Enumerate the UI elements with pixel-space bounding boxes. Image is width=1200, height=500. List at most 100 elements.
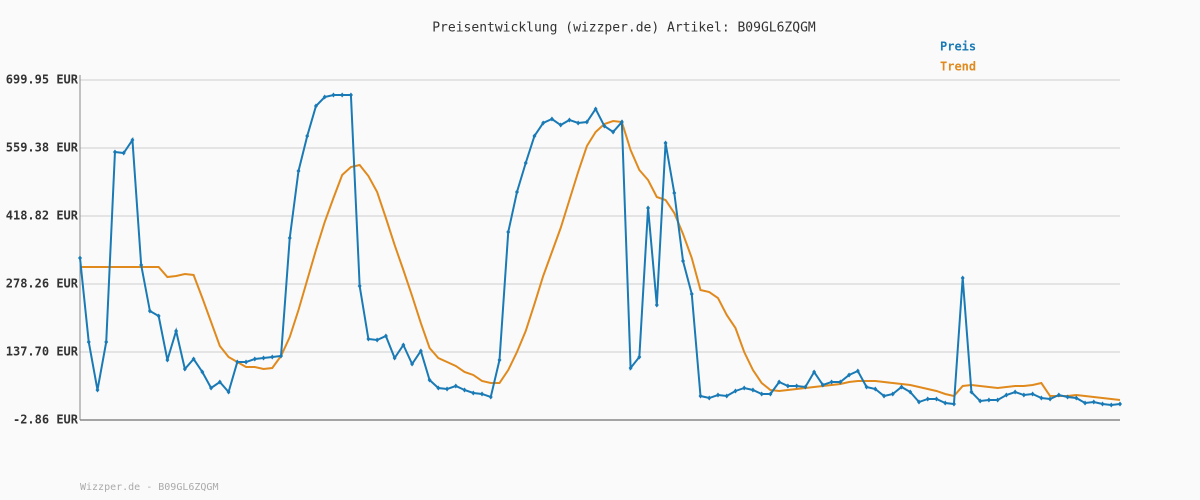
point-marker [1004,392,1009,398]
point-marker [995,397,1000,403]
y-tick-label: 278.26 EUR [6,277,79,291]
point-marker [654,302,659,308]
point-marker [934,396,939,402]
point-marker [139,262,144,268]
point-marker [820,382,825,388]
point-marker [986,397,991,403]
point-marker [121,150,126,156]
point-marker [165,357,170,363]
point-marker [445,386,450,392]
point-marker [768,391,773,397]
point-marker [1021,392,1026,398]
point-marker [1074,395,1079,401]
footer: Wizzper.de - B09GL6ZQGM [80,482,218,493]
point-marker [742,385,747,391]
point-marker [95,387,100,393]
series-line [80,119,1121,401]
point-marker [899,384,904,390]
point-marker [252,356,257,362]
point-marker [383,333,388,339]
point-marker [681,258,686,264]
point-marker [1118,401,1122,407]
point-marker [960,275,965,281]
point-marker [497,357,502,363]
point-marker [287,235,292,241]
point-marker [305,133,310,139]
point-marker [418,348,423,354]
point-marker [777,379,782,385]
point-marker [217,379,222,385]
point-marker [244,359,249,365]
point-marker [313,103,318,109]
point-marker [733,388,738,394]
point-marker [908,389,913,395]
point-marker [925,396,930,402]
point-marker [104,339,109,345]
point-marker [873,386,878,392]
point-marker [200,369,205,375]
point-marker [567,117,572,123]
point-marker [147,308,152,314]
point-marker [1091,399,1096,405]
point-marker [261,355,266,361]
y-tick-label: -2.86 EUR [13,413,79,427]
point-marker [130,137,135,143]
point-marker [209,385,214,391]
legend-label: Trend [940,60,976,74]
point-marker [488,394,493,400]
point-marker [279,353,284,359]
point-marker [637,354,642,360]
point-marker [1013,389,1018,395]
point-marker [663,140,668,146]
y-tick-label: 699.95 EUR [6,73,79,87]
point-marker [541,120,546,126]
point-marker [410,361,415,367]
point-marker [724,393,729,399]
point-marker [453,383,458,389]
point-marker [689,291,694,297]
point-marker [1083,400,1088,406]
point-marker [812,369,817,375]
point-marker [750,387,755,393]
point-marker [340,92,345,98]
point-marker [401,342,406,348]
point-marker [1056,392,1061,398]
point-marker [86,339,91,345]
point-marker [943,400,948,406]
point-marker [427,377,432,383]
point-marker [611,129,616,135]
point-marker [156,313,161,319]
point-marker [1039,395,1044,401]
point-marker [628,365,633,371]
point-marker [182,366,187,372]
point-marker [296,168,301,174]
point-marker [1065,394,1070,400]
y-tick-label: 559.38 EUR [6,141,79,155]
point-marker [226,389,231,395]
point-marker [715,392,720,398]
point-marker [514,189,519,195]
point-marker [803,384,808,390]
point-marker [576,120,581,126]
point-marker [392,355,397,361]
point-marker [375,337,380,343]
y-tick-label: 137.70 EUR [6,345,79,359]
point-marker [882,393,887,399]
point-marker [584,119,589,125]
y-tick-label: 418.82 EUR [6,209,79,223]
point-marker [235,359,240,365]
point-marker [348,92,353,98]
point-marker [619,119,624,125]
point-marker [523,160,528,166]
point-marker [698,393,703,399]
point-marker [1100,401,1105,407]
point-marker [471,390,476,396]
point-marker [532,133,537,139]
point-marker [602,123,607,129]
point-marker [357,283,362,289]
point-marker [462,387,467,393]
point-marker [838,379,843,385]
point-marker [785,383,790,389]
point-marker [558,122,563,128]
